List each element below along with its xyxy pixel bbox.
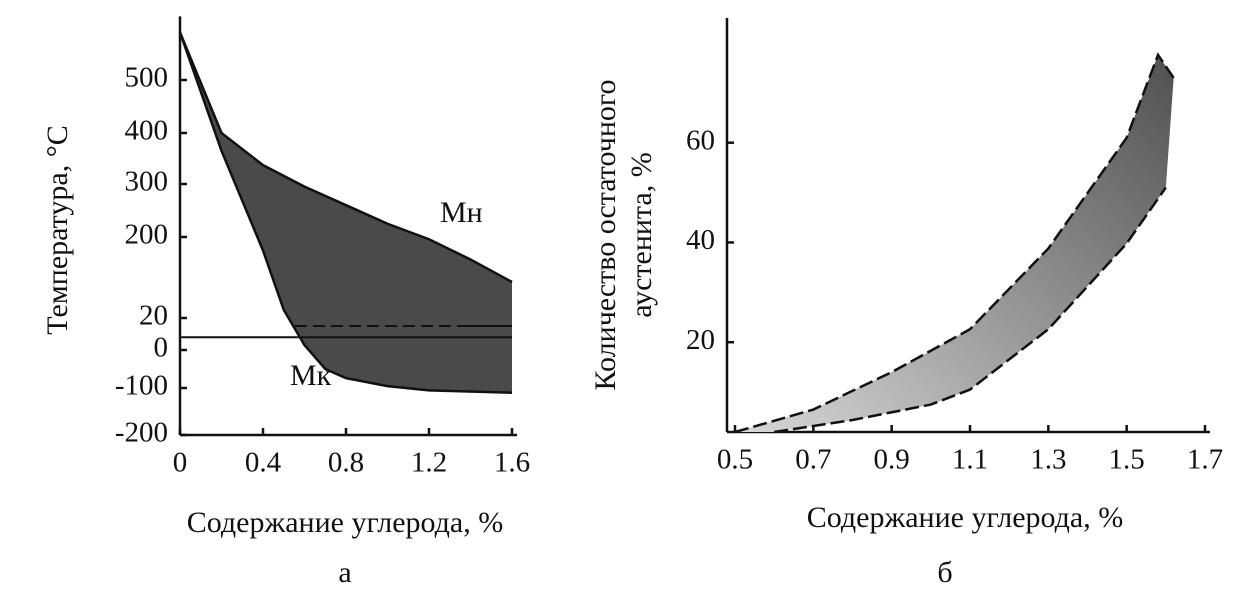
y-axis-label: Количество остаточного (589, 80, 622, 391)
curve-label: Mк (290, 359, 332, 392)
x-tick-label: 0 (173, 447, 188, 479)
x-tick-label: 1.1 (952, 444, 988, 476)
x-tick-label: 0.5 (717, 444, 753, 476)
band-fill (180, 32, 512, 393)
y-axis-label: Температура, °С (41, 125, 74, 334)
y-tick-label: 60 (686, 124, 715, 156)
boundary-line (178, 31, 513, 394)
y-tick-label: -100 (115, 370, 168, 402)
boundary-line (178, 31, 513, 284)
x-axis-label: Содержание углерода, % (807, 501, 1123, 534)
curve-label: Mн (440, 196, 483, 229)
x-tick-label: 1.2 (411, 447, 447, 479)
x-tick-label: 0.7 (795, 444, 831, 476)
panel-label: б (937, 556, 952, 589)
x-tick-label: 1.5 (1109, 444, 1145, 476)
band-fill (735, 54, 1174, 433)
x-tick-label: 0.9 (874, 444, 910, 476)
y-tick-label: 300 (125, 166, 169, 198)
y-tick-label: 0 (154, 332, 169, 364)
x-tick-label: 1.3 (1030, 444, 1066, 476)
x-tick-label: 1.7 (1187, 444, 1223, 476)
y-tick-label: 40 (686, 224, 715, 256)
y-tick-label: 20 (139, 300, 168, 332)
boundary-line (773, 186, 1167, 434)
x-axis-label: Содержание углерода, % (187, 506, 503, 539)
x-tick-label: 0.8 (328, 447, 364, 479)
y-tick-label: 20 (686, 324, 715, 356)
panel-label: а (338, 556, 351, 589)
y-axis-label: аустенита, % (625, 152, 658, 317)
y-tick-label: -200 (115, 417, 168, 449)
x-tick-label: 0.4 (245, 447, 282, 479)
boundary-line (734, 52, 1175, 434)
y-tick-label: 200 (125, 219, 169, 251)
y-tick-label: 400 (125, 115, 169, 147)
y-tick-label: 500 (125, 62, 169, 94)
x-tick-label: 1.6 (494, 447, 530, 479)
